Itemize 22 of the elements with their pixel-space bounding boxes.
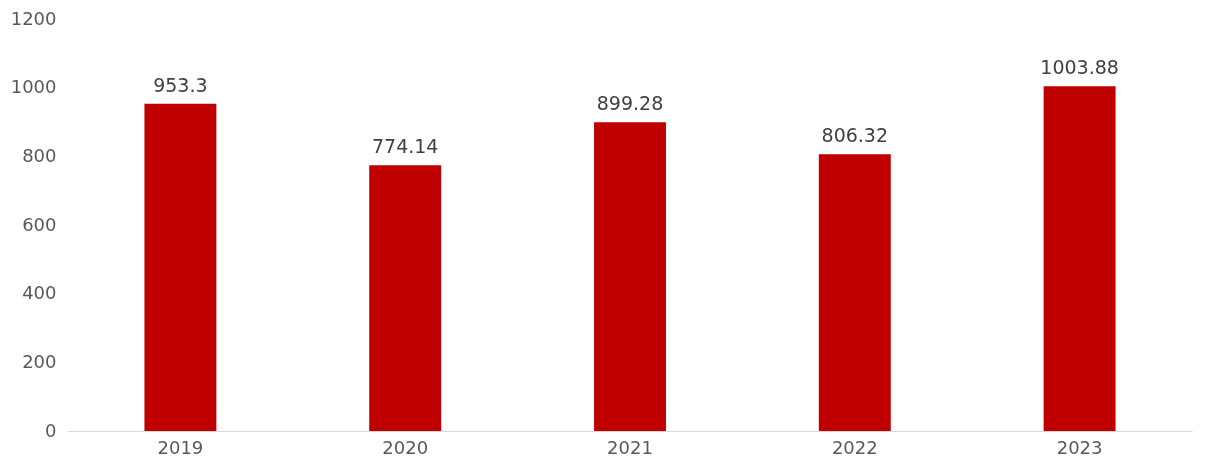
y-tick-label: 0 [45, 419, 57, 441]
x-tick-label: 2019 [157, 436, 204, 458]
x-tick-label: 2020 [382, 436, 429, 458]
y-tick-label: 200 [22, 350, 57, 372]
y-tick-label: 800 [22, 144, 57, 166]
x-tick-label: 2023 [1056, 436, 1103, 458]
data-label: 899.28 [596, 92, 664, 115]
bar [144, 103, 217, 431]
data-label: 953.3 [153, 73, 208, 96]
x-tick-label: 2021 [607, 436, 653, 458]
data-label: 1003.88 [1040, 56, 1119, 79]
y-tick-label: 1000 [10, 76, 57, 98]
bar [818, 154, 891, 431]
bar [594, 122, 666, 431]
data-label: 774.14 [371, 135, 439, 158]
y-tick-label: 1200 [10, 7, 57, 29]
bar [369, 165, 442, 431]
data-label: 806.32 [821, 124, 889, 147]
y-tick-label: 400 [22, 282, 57, 304]
y-tick-label: 600 [22, 213, 57, 235]
x-tick-label: 2022 [831, 436, 878, 458]
bar [1043, 86, 1116, 431]
